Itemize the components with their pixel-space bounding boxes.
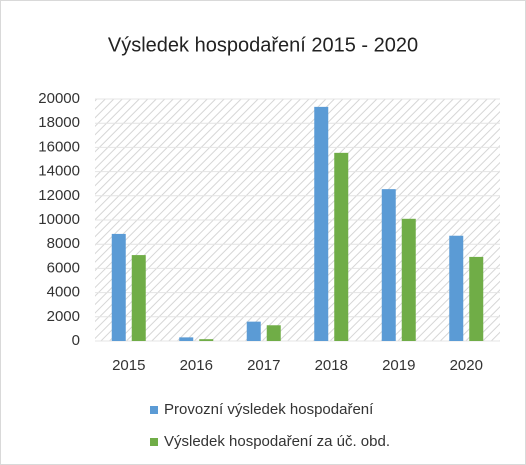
y-tick-label: 20000 <box>38 90 80 107</box>
legend-swatch <box>150 438 158 446</box>
y-tick-label: 14000 <box>38 163 80 180</box>
legend-swatch <box>150 406 158 414</box>
x-tick-label: 2018 <box>315 357 348 374</box>
bar <box>246 321 261 341</box>
bar <box>401 218 416 341</box>
x-tick-label: 2017 <box>247 357 280 374</box>
bar <box>449 235 464 341</box>
x-tick-label: 2019 <box>382 357 415 374</box>
y-tick-label: 12000 <box>38 187 80 204</box>
bar <box>111 233 126 341</box>
bar <box>334 152 349 341</box>
bar <box>381 189 396 341</box>
y-tick-label: 18000 <box>38 114 80 131</box>
legend-label: Výsledek hospodaření za úč. obd. <box>164 433 390 450</box>
x-tick-label: 2020 <box>450 357 483 374</box>
bar <box>179 337 194 341</box>
bar <box>469 256 484 341</box>
y-tick-label: 2000 <box>47 308 80 325</box>
bar <box>266 325 281 341</box>
y-tick-label: 6000 <box>47 259 80 276</box>
y-tick-label: 4000 <box>47 284 80 301</box>
legend-label: Provozní výsledek hospodaření <box>164 401 374 418</box>
y-tick-label: 16000 <box>38 138 80 155</box>
y-tick-label: 10000 <box>38 211 80 228</box>
y-tick-label: 8000 <box>47 235 80 252</box>
y-tick-label: 0 <box>72 332 80 349</box>
x-tick-label: 2015 <box>112 357 145 374</box>
x-tick-label: 2016 <box>180 357 213 374</box>
bar <box>199 339 214 341</box>
chart-title: Výsledek hospodaření 2015 - 2020 <box>108 34 418 56</box>
bar <box>131 255 146 341</box>
bar <box>314 106 329 342</box>
